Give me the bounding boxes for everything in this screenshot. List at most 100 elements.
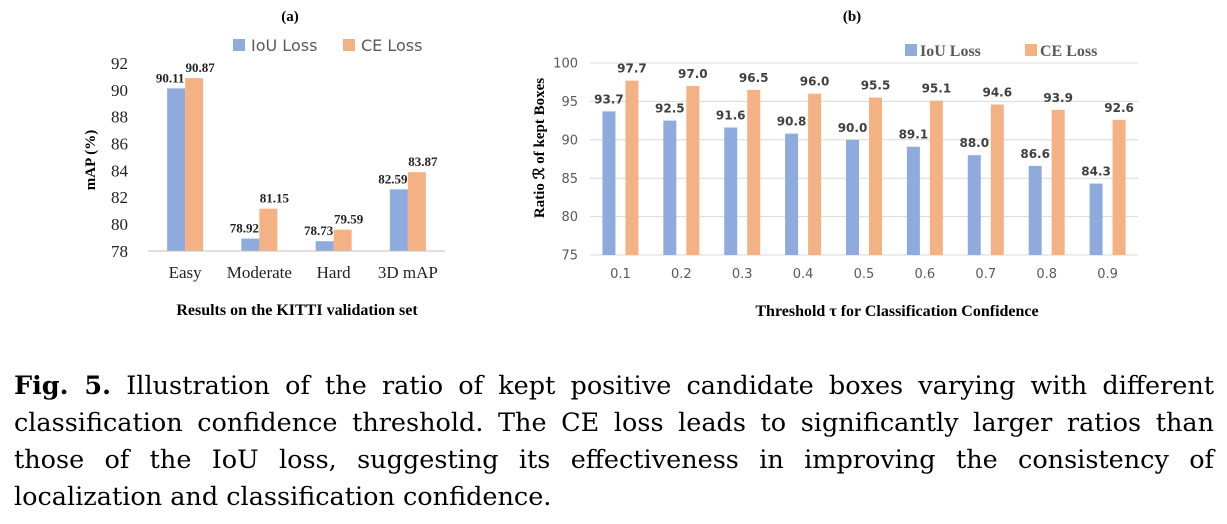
chart-b-bar-iou xyxy=(724,127,738,255)
chart-b-bar-iou xyxy=(1028,165,1042,255)
chart-b-data-label: 88.0 xyxy=(959,136,989,150)
chart-a-bar-iou xyxy=(389,189,408,251)
chart-b-y-tick-label: 80 xyxy=(561,210,578,225)
caption-text: Illustration of the ratio of kept positi… xyxy=(14,371,1215,512)
chart-b-bar-iou xyxy=(1089,183,1103,255)
chart-b-data-label: 95.1 xyxy=(922,82,952,96)
chart-a-panel-label: (a) xyxy=(281,9,299,25)
chart-b-data-label: 84.3 xyxy=(1081,165,1111,179)
chart-b-x-tick-label: 0.2 xyxy=(671,267,692,282)
chart-b-bar-ce xyxy=(1112,119,1126,255)
chart-b-legend-swatch-ce xyxy=(1025,44,1037,56)
chart-b-bar-ce xyxy=(808,93,822,255)
chart-a-y-axis-label: mAP (%) xyxy=(83,130,99,190)
chart-b-bar-iou xyxy=(967,155,981,255)
chart-a: (a) 90.1190.8778.9281.1578.7379.5982.598… xyxy=(83,9,445,319)
chart-a-data-label: 90.11 xyxy=(156,70,185,85)
chart-a-x-tick-label: Easy xyxy=(169,263,203,282)
chart-b-x-tick-label: 0.6 xyxy=(915,267,936,282)
chart-b-data-label: 97.0 xyxy=(678,67,708,81)
chart-b-data-label: 91.6 xyxy=(716,109,746,123)
chart-b-legend-label-ce: CE Loss xyxy=(1040,43,1097,60)
chart-b-y-tick-label: 85 xyxy=(561,172,578,187)
chart-b-bar-ce xyxy=(625,80,639,255)
chart-b-legend: IoU Loss CE Loss xyxy=(905,43,1097,60)
chart-a-y-tick-label: 86 xyxy=(111,135,128,154)
chart-b-data-label: 93.7 xyxy=(594,92,624,106)
chart-a-legend-label-iou: IoU Loss xyxy=(251,36,317,55)
chart-a-legend-swatch-ce xyxy=(343,39,355,51)
chart-a-y-tick-label: 92 xyxy=(111,54,128,73)
chart-b-x-tick-label: 0.8 xyxy=(1036,267,1057,282)
chart-b-y-tick-label: 90 xyxy=(561,133,578,148)
chart-a-y-tick-label: 84 xyxy=(111,161,129,180)
chart-a-x-tick-label: Hard xyxy=(317,263,351,282)
chart-a-legend: IoU Loss CE Loss xyxy=(233,36,422,55)
chart-b-x-tick-label: 0.5 xyxy=(854,267,875,282)
chart-a-y-tick-label: 78 xyxy=(111,242,128,261)
chart-a-bar-iou xyxy=(315,241,334,251)
chart-a-data-label: 78.92 xyxy=(230,221,259,236)
chart-b-legend-swatch-iou xyxy=(905,44,917,56)
chart-b-data-label: 86.6 xyxy=(1020,147,1050,161)
chart-b-data-label: 96.0 xyxy=(800,75,830,89)
chart-b-data-label: 97.7 xyxy=(617,62,647,76)
chart-b-x-axis-label: Threshold τ for Classification Confidenc… xyxy=(755,303,1038,320)
chart-b-x-tick-label: 0.4 xyxy=(793,267,814,282)
chart-b-bar-iou xyxy=(602,111,616,255)
chart-b-bar-ce xyxy=(990,104,1004,255)
chart-b-bar-iou xyxy=(785,133,799,255)
chart-b-bar-iou xyxy=(846,139,859,255)
chart-a-bar-ce xyxy=(185,78,204,251)
chart-b-data-label: 95.5 xyxy=(861,79,891,93)
caption-label: Fig. 5. xyxy=(14,371,112,401)
chart-b-data-label: 92.6 xyxy=(1104,101,1134,115)
figure-caption: Fig. 5. Illustration of the ratio of kep… xyxy=(14,368,1214,516)
chart-a-legend-label-ce: CE Loss xyxy=(361,36,422,55)
chart-b-bar-iou xyxy=(906,146,920,255)
chart-a-y-tick-label: 80 xyxy=(111,215,128,234)
chart-a-x-tick-label: 3D mAP xyxy=(378,263,438,282)
chart-a-bar-ce xyxy=(333,229,352,251)
chart-b-panel-label: (b) xyxy=(843,9,861,25)
chart-b-x-tick-label: 0.9 xyxy=(1097,267,1118,282)
chart-a-bar-ce xyxy=(259,208,278,251)
chart-a-bar-iou xyxy=(241,238,260,251)
chart-b-data-label: 90.8 xyxy=(777,115,807,129)
chart-b-data-label: 92.5 xyxy=(655,102,685,116)
chart-b-bar-ce xyxy=(747,89,761,255)
chart-a-data-label: 79.59 xyxy=(334,212,364,227)
chart-b-x-tick-label: 0.3 xyxy=(732,267,753,282)
chart-b-y-tick-label: 100 xyxy=(553,57,578,72)
chart-a-data-label: 82.59 xyxy=(378,171,408,186)
chart-a-data-label: 83.87 xyxy=(408,154,438,169)
chart-b-y-axis-label: Ratio ℛ of kept Boxes xyxy=(531,78,548,218)
chart-a-bar-iou xyxy=(167,88,186,251)
chart-b-data-label: 94.6 xyxy=(982,85,1012,99)
chart-b-x-tick-label: 0.1 xyxy=(610,267,631,282)
chart-b-data-label: 96.5 xyxy=(739,71,769,85)
chart-a-data-label: 81.15 xyxy=(260,191,290,206)
chart-a-data-label: 78.73 xyxy=(304,223,334,238)
chart-a-data-label: 90.87 xyxy=(186,60,216,75)
chart-a-y-tick-label: 90 xyxy=(111,81,128,100)
chart-b-bar-iou xyxy=(663,120,677,255)
chart-a-y-tick-label: 88 xyxy=(111,108,128,127)
chart-a-y-tick-label: 82 xyxy=(111,188,128,207)
chart-b-y-tick-label: 95 xyxy=(561,95,578,110)
chart-b-bar-ce xyxy=(869,97,882,255)
chart-b-data-label: 89.1 xyxy=(899,128,929,142)
figure-canvas: (a) 90.1190.8778.9281.1578.7379.5982.598… xyxy=(83,9,1138,320)
chart-a-x-tick-label: Moderate xyxy=(227,263,292,282)
chart-b-bar-ce xyxy=(929,100,943,255)
chart-b-y-tick-label: 75 xyxy=(561,249,578,264)
chart-b-x-tick-label: 0.7 xyxy=(975,267,996,282)
chart-a-legend-swatch-iou xyxy=(233,39,245,51)
chart-a-bar-ce xyxy=(407,172,426,251)
chart-b: (b) 93.7 97.7 92.5 97.0 91.6 96.5 90.8 96.0 90.0… xyxy=(531,9,1138,320)
chart-b-data-label: 93.9 xyxy=(1043,91,1073,105)
chart-b-legend-label-iou: IoU Loss xyxy=(920,43,981,60)
chart-a-x-axis-label: Results on the KITTI validation set xyxy=(176,302,418,319)
chart-b-bar-ce xyxy=(686,86,700,255)
chart-b-data-label: 90.0 xyxy=(838,121,868,135)
